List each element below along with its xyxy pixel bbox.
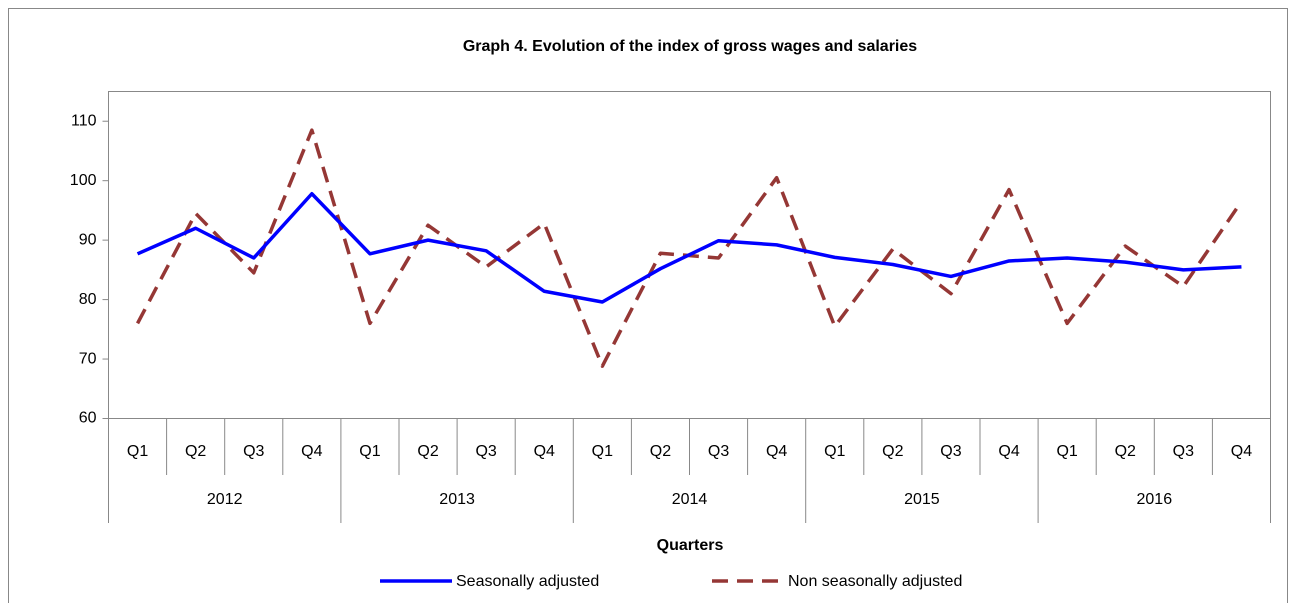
x-tick-label: Q2 (1115, 443, 1136, 460)
x-tick-label: Q3 (940, 443, 961, 460)
x-tick-label: Q4 (301, 443, 322, 460)
series-line (136, 192, 1242, 304)
x-axis-title: Quarters (657, 537, 724, 554)
x-tick-label: Q2 (882, 443, 903, 460)
x-tick-label: Q2 (185, 443, 206, 460)
y-tick-label: 80 (79, 291, 97, 308)
x-tick-label: Q2 (417, 443, 438, 460)
x-tick-label: Q1 (127, 443, 148, 460)
x-tick-label: Q2 (650, 443, 671, 460)
x-tick-label: Q3 (243, 443, 264, 460)
legend-label: Non seasonally adjusted (788, 573, 962, 590)
year-label: 2013 (439, 491, 475, 508)
year-label: 2016 (1137, 491, 1173, 508)
x-tick-label: Q1 (592, 443, 613, 460)
chart-frame (8, 8, 1288, 603)
x-tick-label: Q1 (359, 443, 380, 460)
series-line (136, 128, 1243, 368)
x-tick-label: Q4 (998, 443, 1019, 460)
chart-title: Graph 4. Evolution of the index of gross… (463, 38, 917, 55)
x-tick-label: Q3 (475, 443, 496, 460)
x-tick-label: Q4 (1231, 443, 1252, 460)
y-tick-label: 70 (79, 350, 97, 367)
legend-label: Seasonally adjusted (456, 573, 599, 590)
y-tick-label: 60 (79, 410, 97, 427)
x-tick-label: Q1 (824, 443, 845, 460)
x-tick-label: Q3 (1173, 443, 1194, 460)
x-tick-label: Q4 (766, 443, 787, 460)
y-tick-label: 90 (79, 231, 97, 248)
y-tick-label: 110 (71, 112, 97, 129)
x-tick-label: Q1 (1056, 443, 1077, 460)
y-tick-label: 100 (70, 172, 97, 189)
year-label: 2014 (672, 491, 708, 508)
x-tick-label: Q3 (708, 443, 729, 460)
year-label: 2012 (207, 491, 243, 508)
x-tick-label: Q4 (534, 443, 555, 460)
year-label: 2015 (904, 491, 940, 508)
